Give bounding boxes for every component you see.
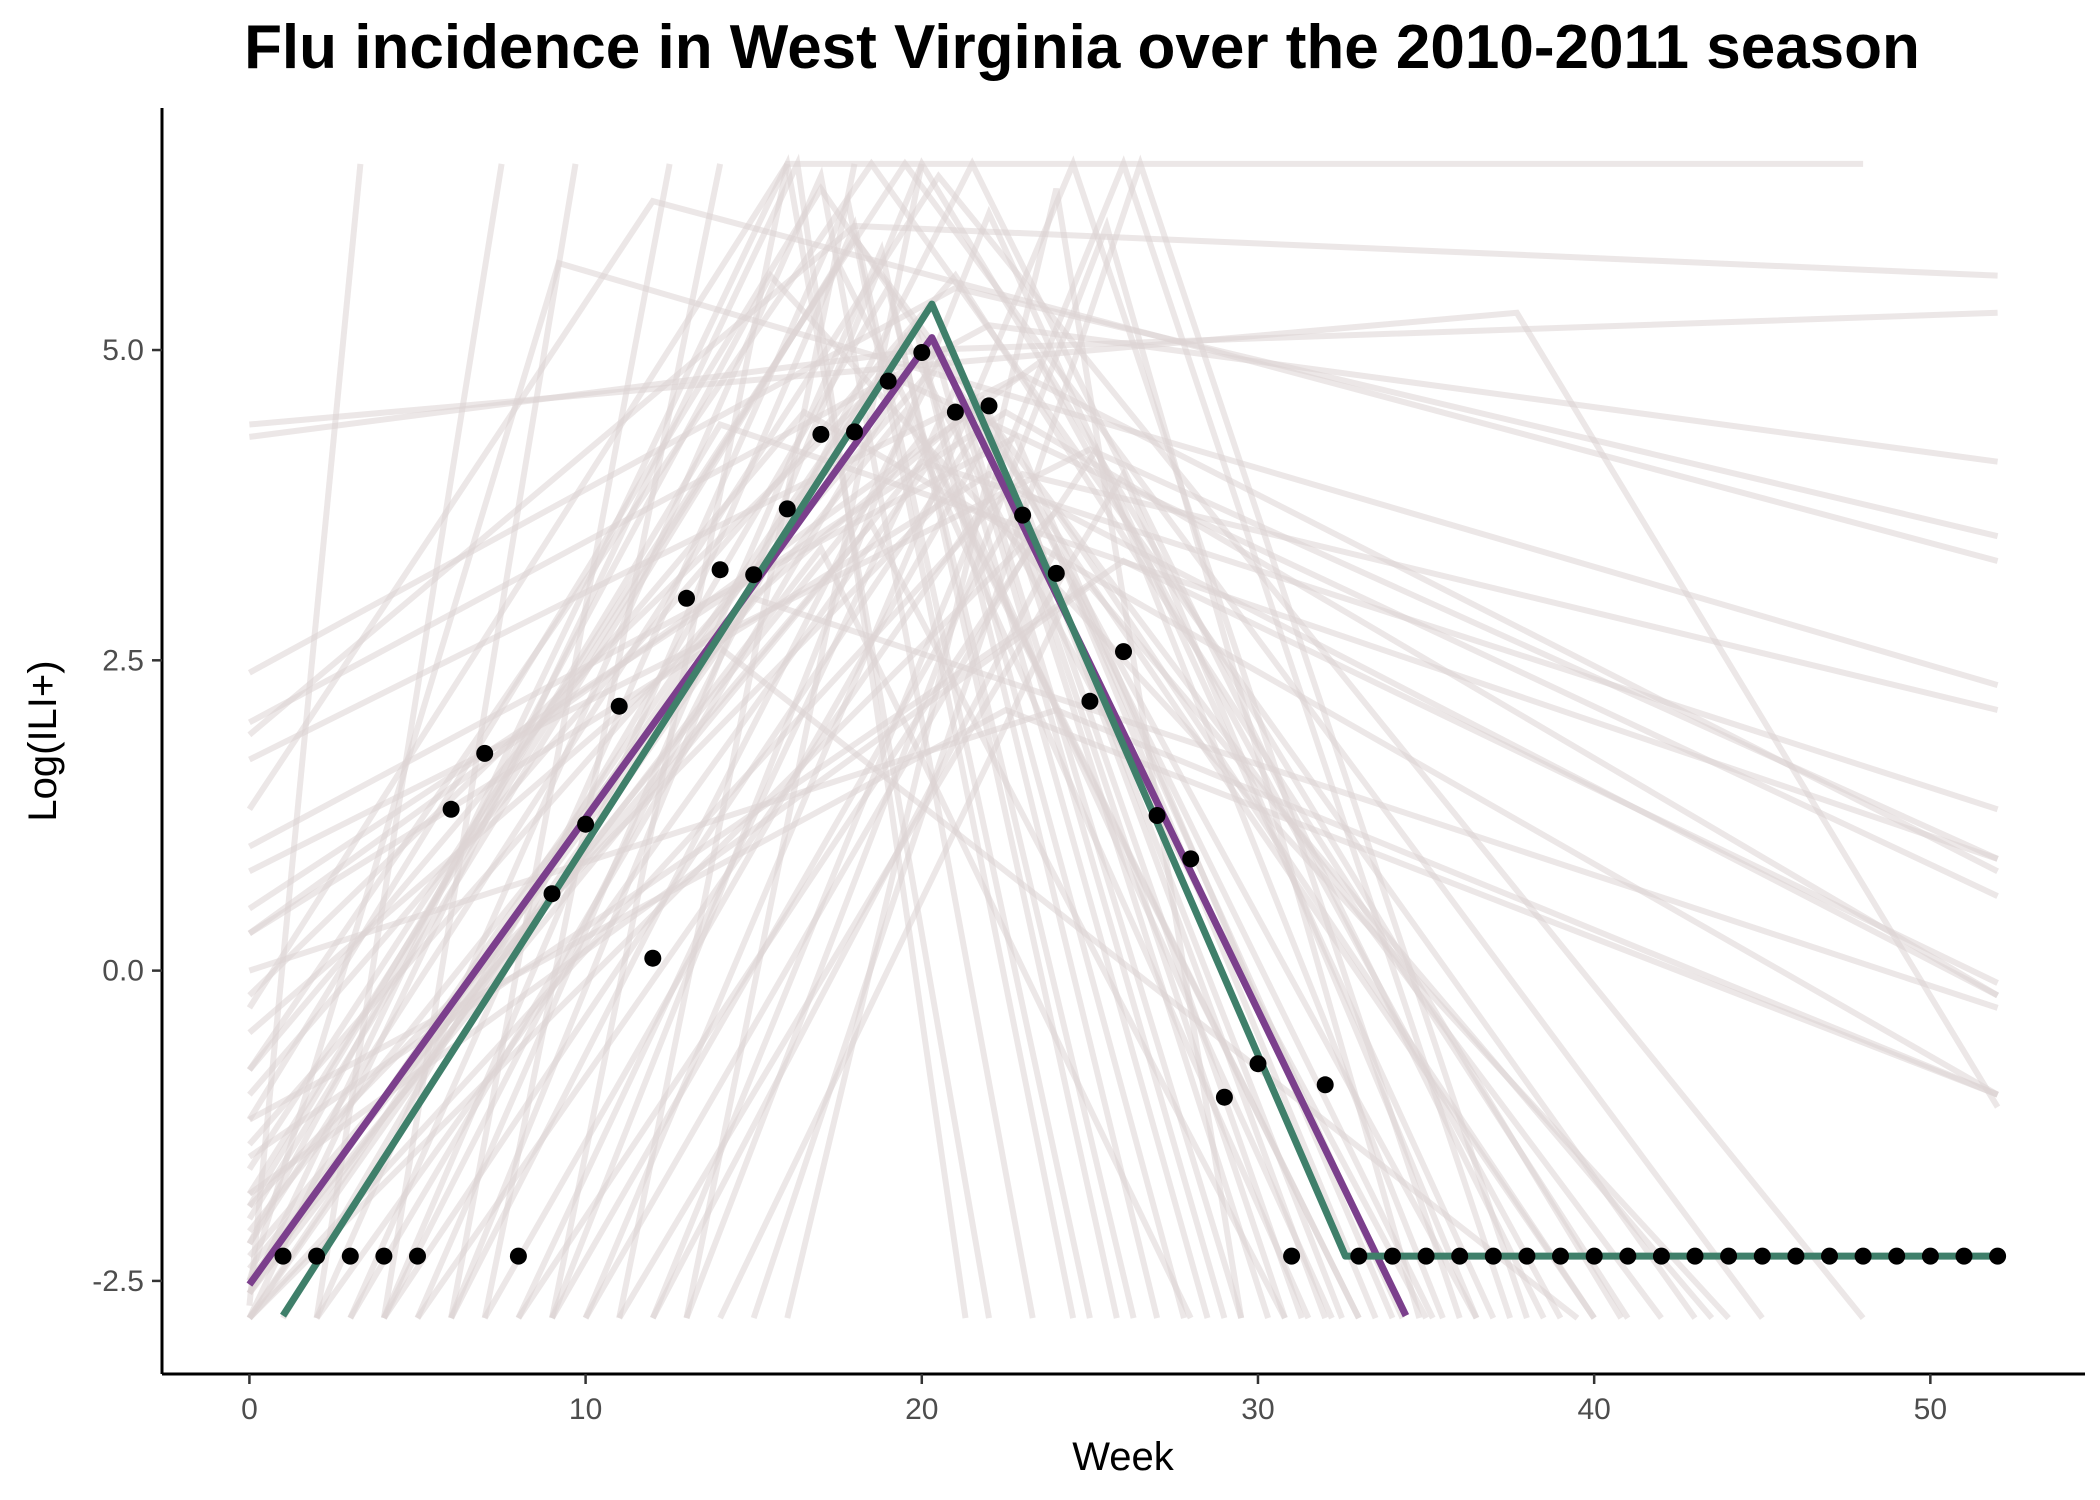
data-point [1451,1247,1469,1265]
data-point [308,1247,326,1265]
data-point [1585,1247,1603,1265]
data-point [1686,1247,1704,1265]
background-curve-77 [246,643,1580,1321]
background-curve-50 [750,154,1530,1320]
data-point [1854,1247,1872,1265]
x-tick-label: 50 [1914,1393,1947,1426]
x-tick-label: 40 [1577,1393,1610,1426]
y-tick-label: -2.5 [92,1265,144,1298]
background-curve-47 [549,205,1497,1320]
x-tick-label: 0 [241,1393,258,1426]
background-curve-78 [247,706,1999,1123]
data-point [1350,1247,1368,1265]
data-point [1888,1247,1906,1265]
data-point [1484,1247,1502,1265]
x-tick-label: 30 [1241,1393,1274,1426]
data-point [1552,1247,1569,1265]
data-point [274,1247,292,1265]
background-curve-65 [247,394,1436,1320]
background-curve-24 [381,216,1093,1320]
background-curve-12 [246,163,364,1306]
background-curve-74 [247,458,1999,1283]
data-point [1619,1247,1637,1265]
data-point [610,697,628,715]
background-curve-6 [247,284,1999,676]
data-point [846,423,863,441]
data-point [1316,1076,1334,1094]
y-tick-label: 5.0 [102,334,144,367]
data-point [1787,1247,1805,1265]
data-point [1652,1247,1670,1265]
data-point [409,1247,426,1265]
background-curve-18 [616,163,858,1319]
background-curve-57 [247,557,1999,1160]
background-curve-48 [582,155,1463,1320]
data-point [980,397,998,415]
background-curve-42 [246,158,1698,1320]
data-point [577,815,595,833]
background-curve-73 [247,406,1312,1320]
background-curve-54 [247,408,2000,1098]
data-point [879,372,897,390]
data-point [711,561,729,579]
data-point [1417,1247,1435,1265]
background-curves [246,153,2001,1321]
data-point [812,425,830,443]
data-point [913,344,931,361]
data-point [1249,1055,1267,1073]
data-point [1384,1247,1401,1265]
background-curve-60 [247,270,1631,1320]
x-tick-label: 20 [905,1393,938,1426]
x-axis-label: Week [1072,1435,1175,1479]
y-tick-label: 2.5 [102,644,144,677]
data-point [375,1247,393,1265]
fit-line-0 [246,334,1410,1318]
data-point [1215,1088,1233,1106]
data-point [476,744,494,762]
y-axis-label: Log(ILI+) [21,660,65,821]
data-point [1753,1247,1771,1265]
data-point [442,800,460,818]
data-point [1014,506,1032,524]
background-curve-51 [683,216,1423,1320]
data-point [644,949,662,967]
data-point [1720,1247,1738,1265]
background-curve-61 [247,357,1564,1320]
data-point [1148,807,1166,824]
y-axis-ticks: -2.5 0.0 2.5 5.0 [92,334,162,1298]
data-point [1518,1247,1536,1265]
background-curve-68 [247,581,1715,1321]
data-point [745,566,763,584]
data-point [1081,692,1099,710]
x-tick-label: 10 [569,1393,602,1426]
y-tick-label: 0.0 [102,955,144,988]
background-curve-75 [247,470,1999,1321]
data-point [1047,564,1065,582]
observed-points [274,344,2007,1265]
data-point [946,403,964,421]
chart-title: Flu incidence in West Virginia over the … [244,13,1920,82]
fitted-curves [246,300,1998,1318]
data-point [1283,1247,1301,1265]
background-curve-3 [246,197,1999,811]
data-point [1115,643,1132,661]
data-point [678,589,695,607]
background-curve-67 [247,506,1597,1321]
background-curve-56 [247,408,2000,998]
data-point [543,885,561,903]
data-point [1182,850,1200,868]
data-point [1821,1247,1838,1265]
data-point [1955,1247,1973,1265]
x-axis-ticks: 0 10 20 30 40 50 [241,1374,1947,1426]
data-point [1921,1247,1939,1265]
background-curve-52 [784,188,1245,1319]
data-point [1989,1247,2007,1265]
data-point [341,1247,359,1265]
background-curve-15 [448,163,673,1319]
data-point [778,500,796,518]
data-point [509,1247,527,1265]
fit-line-1 [280,300,1998,1318]
